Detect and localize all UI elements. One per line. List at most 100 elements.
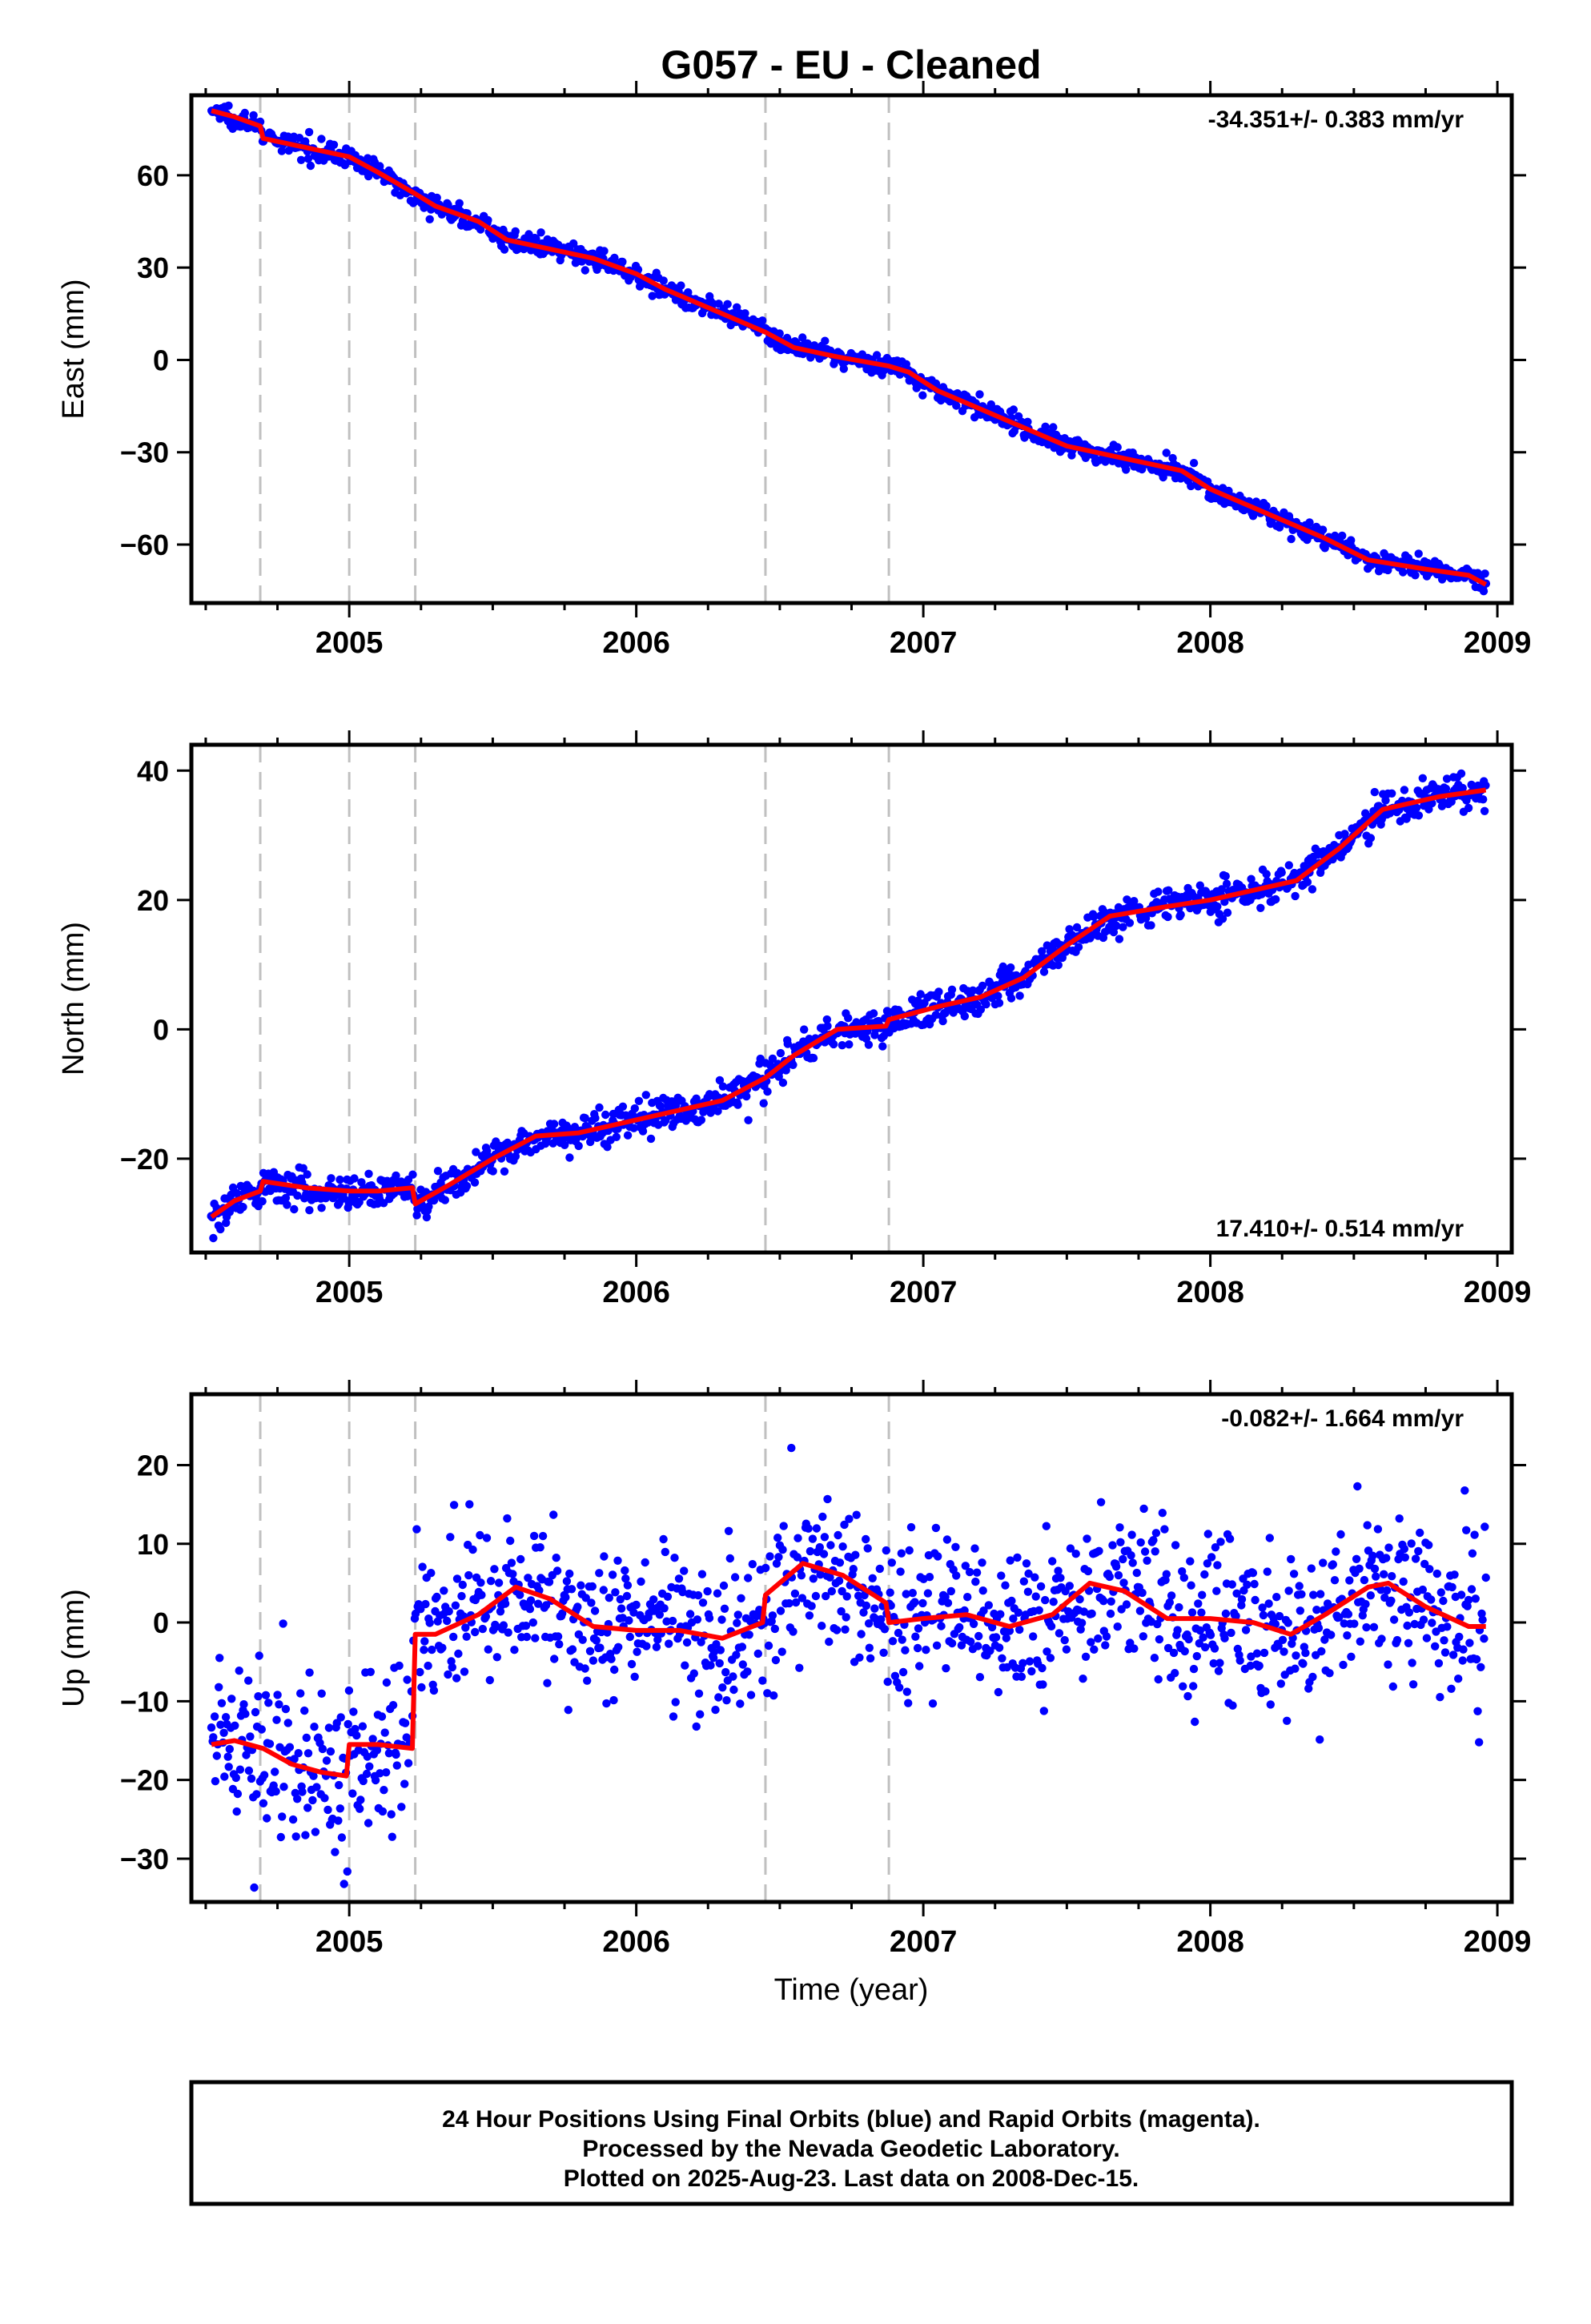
- data-point: [281, 1193, 291, 1203]
- data-point: [1038, 1663, 1047, 1673]
- data-point: [1338, 531, 1347, 541]
- data-point: [1009, 1614, 1018, 1623]
- data-point: [250, 1883, 259, 1892]
- data-point: [1214, 1667, 1223, 1675]
- data-point: [577, 1581, 585, 1590]
- data-point: [438, 1643, 447, 1652]
- figure-title: G057 - EU - Cleaned: [661, 42, 1041, 87]
- data-point: [420, 1637, 429, 1646]
- data-point: [1360, 1575, 1369, 1585]
- data-point: [284, 146, 293, 155]
- data-point: [232, 1188, 241, 1198]
- data-point: [1216, 1538, 1225, 1546]
- data-point: [637, 1577, 645, 1586]
- data-point: [209, 1233, 218, 1243]
- data-point: [931, 1523, 941, 1533]
- data-point: [1316, 1590, 1325, 1598]
- data-point: [715, 1076, 725, 1085]
- data-point: [1108, 1541, 1117, 1550]
- x-tick-label: 2007: [890, 626, 958, 660]
- data-point: [299, 1164, 307, 1173]
- data-point: [974, 1631, 983, 1641]
- data-point: [331, 1848, 339, 1856]
- data-point: [965, 1567, 974, 1577]
- data-point: [1264, 1599, 1273, 1608]
- data-point: [1408, 1680, 1418, 1689]
- data-point: [1316, 1735, 1324, 1744]
- data-point: [461, 1623, 470, 1632]
- data-point: [1114, 1570, 1123, 1580]
- data-point: [741, 309, 749, 318]
- data-point: [462, 1181, 472, 1191]
- data-point: [587, 1598, 596, 1607]
- data-point: [997, 1571, 1006, 1580]
- data-point: [207, 1723, 216, 1732]
- data-point: [1155, 1634, 1164, 1644]
- data-point: [1143, 1556, 1151, 1566]
- data-point: [303, 1749, 313, 1758]
- data-point: [729, 1672, 737, 1681]
- data-point: [1212, 1586, 1221, 1595]
- data-point: [1404, 1638, 1413, 1647]
- data-point: [1218, 915, 1227, 923]
- data-point: [476, 225, 485, 234]
- data-point: [323, 1805, 332, 1815]
- data-point: [536, 228, 545, 237]
- data-point: [271, 1767, 279, 1776]
- data-point: [404, 1759, 413, 1767]
- data-point: [1027, 1667, 1036, 1676]
- data-point: [1336, 1530, 1345, 1539]
- data-point: [278, 1812, 287, 1821]
- data-point: [1025, 1657, 1035, 1666]
- data-point: [1416, 1528, 1424, 1538]
- data-point: [570, 1123, 580, 1132]
- data-point: [603, 1628, 612, 1637]
- data-point: [1314, 1623, 1324, 1633]
- data-point: [729, 1685, 738, 1695]
- data-point: [822, 1015, 832, 1024]
- data-point: [522, 1632, 532, 1642]
- x-tick-label: 2005: [315, 626, 384, 660]
- data-point: [592, 1636, 601, 1645]
- data-point: [1023, 417, 1032, 426]
- data-point: [217, 1699, 227, 1707]
- data-point: [273, 1691, 282, 1699]
- data-point: [1125, 919, 1135, 927]
- data-point: [1139, 1632, 1148, 1641]
- data-point: [296, 155, 306, 164]
- data-point: [1140, 1547, 1150, 1556]
- data-point: [368, 1735, 377, 1743]
- data-point: [826, 1573, 834, 1582]
- data-point: [952, 1571, 961, 1580]
- data-point: [1481, 1573, 1490, 1582]
- data-point: [832, 1626, 842, 1634]
- data-point: [1006, 963, 1015, 972]
- data-point: [444, 1670, 452, 1679]
- data-point: [668, 1616, 677, 1626]
- data-point: [1171, 1541, 1180, 1550]
- data-point: [1083, 1534, 1091, 1543]
- data-point: [1248, 512, 1258, 521]
- data-point: [914, 1624, 923, 1633]
- data-point: [898, 1635, 906, 1644]
- data-point: [1001, 1581, 1010, 1590]
- data-point: [1380, 1593, 1389, 1602]
- data-point: [1221, 1609, 1231, 1618]
- data-point: [334, 1816, 343, 1825]
- data-point: [400, 1779, 409, 1788]
- data-point: [279, 1619, 287, 1628]
- data-point: [845, 1040, 854, 1049]
- data-point: [1018, 1659, 1027, 1667]
- data-point: [725, 1554, 734, 1563]
- data-point: [923, 1589, 933, 1598]
- data-point: [1473, 1707, 1482, 1715]
- data-point: [906, 1522, 916, 1532]
- data-point: [1455, 1632, 1464, 1642]
- data-point: [511, 1152, 520, 1161]
- data-point: [511, 227, 520, 236]
- data-point: [348, 1789, 357, 1798]
- data-point: [1158, 1509, 1167, 1518]
- data-point: [672, 1100, 681, 1110]
- data-point: [979, 1606, 988, 1615]
- data-point: [609, 1695, 618, 1705]
